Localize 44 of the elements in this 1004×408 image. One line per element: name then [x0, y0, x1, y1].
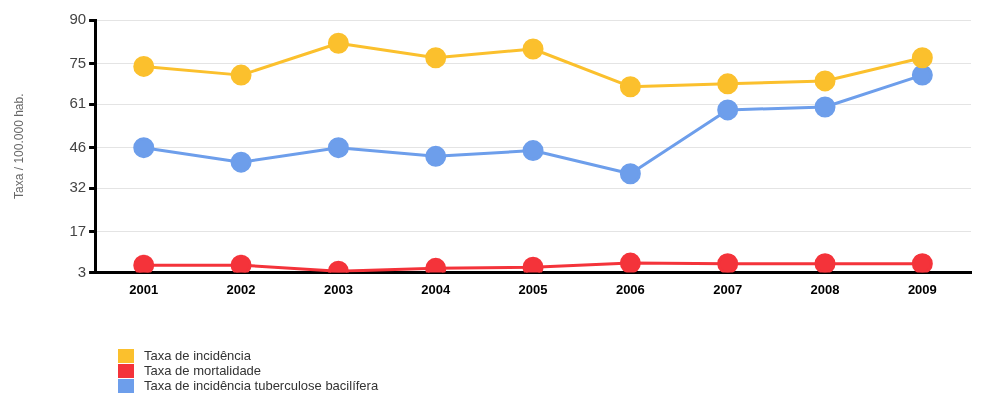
- point: [911, 253, 933, 273]
- point: [717, 73, 739, 95]
- point: [814, 253, 836, 273]
- point: [327, 137, 349, 159]
- point: [814, 96, 836, 118]
- y-tick-label: 75: [69, 53, 87, 71]
- point: [911, 47, 933, 69]
- y-tick-label: 3: [77, 262, 87, 280]
- y-tick-label: 90: [69, 10, 87, 28]
- point: [814, 70, 836, 92]
- point: [522, 38, 544, 60]
- point: [619, 76, 641, 98]
- point: [522, 140, 544, 162]
- x-tick-label: 2006: [615, 281, 645, 297]
- legend-label: Taxa de incidência: [144, 348, 251, 363]
- point: [230, 151, 252, 173]
- point: [327, 32, 349, 54]
- x-tick-label: 2005: [518, 281, 548, 297]
- y-axis-title: Taxa / 100.000 hab.: [11, 93, 26, 199]
- point: [425, 47, 447, 69]
- point: [717, 253, 739, 273]
- y-tick-label: 46: [69, 137, 87, 155]
- point: [619, 252, 641, 273]
- point: [425, 145, 447, 167]
- point: [230, 64, 252, 86]
- point: [133, 55, 155, 77]
- x-tick-label: 2001: [129, 281, 159, 297]
- x-tick-label: 2004: [421, 281, 451, 297]
- legend-label: Taxa de incidência tuberculose bacilífera: [144, 378, 379, 393]
- x-tick-label: 2002: [226, 281, 256, 297]
- y-tick-label: 61: [69, 94, 87, 112]
- x-tick-label: 2008: [810, 281, 840, 297]
- point: [133, 137, 155, 159]
- x-tick-label: 2009: [907, 281, 937, 297]
- legend-label: Taxa de mortalidade: [144, 363, 262, 378]
- point: [230, 254, 252, 273]
- point: [717, 99, 739, 121]
- x-tick-label: 2003: [323, 281, 353, 297]
- point: [911, 64, 933, 86]
- y-tick-label: 17: [69, 221, 87, 239]
- point: [619, 163, 641, 185]
- point: [133, 254, 155, 273]
- x-tick-label: 2007: [713, 281, 743, 297]
- y-tick-label: 32: [69, 178, 87, 196]
